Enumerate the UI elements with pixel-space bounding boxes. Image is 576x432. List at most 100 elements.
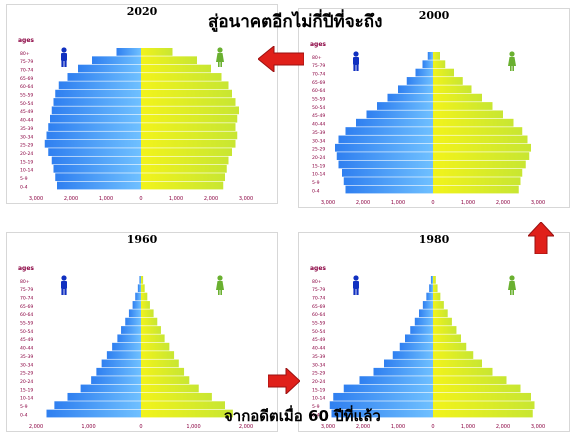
category-label: 5-9 (312, 404, 320, 410)
bar-male (78, 64, 141, 73)
bar-male (67, 392, 141, 401)
bar-female (141, 106, 239, 115)
arrow-left-icon (258, 46, 304, 72)
bar-male (406, 77, 433, 85)
arrow-right-icon (268, 368, 300, 394)
bar-female (141, 131, 238, 140)
bar-male (414, 317, 433, 326)
category-label: 5-9 (20, 176, 28, 182)
bar-male (415, 68, 433, 77)
bar-female (141, 64, 211, 73)
female-figure-icon (216, 275, 224, 295)
bar-male (53, 98, 141, 106)
bar-female (433, 384, 521, 393)
bar-female (433, 68, 454, 77)
category-label: 0-4 (312, 412, 320, 418)
x-tick-label: 1,000 (461, 424, 475, 430)
category-label: 15-19 (20, 387, 33, 393)
pyramid-1960: 1960 ages 0-4 5-9 10-14 15-19 20-24 25-29 30-34… (6, 232, 278, 432)
category-label: 20-24 (20, 151, 33, 157)
bar-male (387, 93, 433, 102)
category-label: 10-14 (312, 396, 325, 402)
category-label: 45-49 (20, 337, 33, 343)
bar-female (141, 292, 148, 301)
x-tick-label: 2,000 (64, 196, 78, 202)
bar-male (333, 392, 433, 401)
category-label: 70-74 (312, 295, 325, 301)
bar-female (141, 351, 175, 359)
pyramid-2020: 2020 ages 0-4 5-9 10-14 15-19 20-24 25-29 30-34… (6, 4, 278, 204)
x-tick-label: 1,000 (391, 424, 405, 430)
pyramid-svg: ages 0-4 5-9 10-14 15-19 20-24 25-29 30-34 35-39… (310, 265, 545, 430)
x-tick-label: 3,000 (321, 200, 335, 206)
category-label: 0-4 (312, 188, 320, 194)
category-label: 40-44 (20, 346, 33, 352)
bar-male (335, 143, 433, 152)
bar-male (55, 173, 141, 182)
category-label: 50-54 (312, 329, 325, 335)
bar-male (51, 156, 141, 165)
bar-male (422, 60, 433, 69)
category-label: 80+ (312, 55, 322, 61)
bar-female (141, 401, 225, 410)
y-axis-label: ages (310, 41, 326, 48)
bar-female (433, 77, 463, 85)
category-label: 45-49 (20, 109, 33, 115)
x-tick-label: 2,000 (496, 424, 510, 430)
bar-male (132, 301, 141, 309)
bar-female (433, 185, 519, 194)
bar-male (336, 152, 433, 160)
bar-female (433, 143, 531, 152)
bar-male (430, 276, 433, 284)
bar-male (121, 326, 141, 334)
category-label: 60-64 (20, 312, 33, 318)
x-tick-label: 1,000 (186, 424, 200, 430)
bar-male (384, 359, 433, 368)
category-label: 30-34 (312, 138, 325, 144)
bar-female (141, 367, 185, 376)
x-tick-label: 2,000 (239, 424, 253, 430)
category-label: 0-4 (20, 184, 28, 190)
bar-female (433, 118, 514, 127)
bar-male (116, 48, 141, 56)
bar-female (141, 284, 145, 293)
bar-female (433, 135, 528, 144)
bar-female (141, 392, 212, 401)
bar-female (433, 127, 523, 135)
bar-male (51, 106, 141, 115)
category-label: 65-69 (312, 304, 325, 310)
bar-female (433, 317, 452, 326)
future-caption: สู่อนาคตอีกไม่กี่ปีที่จะถึง (208, 12, 383, 32)
bar-male (359, 376, 433, 384)
past-caption: จากอดีตเมื่อ 60 ปีที่แล้ว (224, 407, 381, 425)
bar-male (112, 342, 141, 351)
bar-male (55, 89, 141, 98)
bar-female (141, 156, 229, 165)
x-tick-label: 3,000 (531, 200, 545, 206)
pyramid-svg: ages 0-4 5-9 10-14 15-19 20-24 25-29 30-34 35-39… (310, 41, 545, 206)
category-label: 30-34 (20, 134, 33, 140)
x-tick-label: 1,000 (99, 196, 113, 202)
bar-female (433, 309, 448, 318)
category-label: 60-64 (312, 312, 325, 318)
bar-male (405, 334, 433, 343)
arrow-up-icon (528, 222, 554, 254)
bar-male (345, 127, 433, 135)
male-figure-icon (353, 51, 359, 71)
x-tick-label: 0 (139, 424, 142, 430)
bar-male (117, 334, 141, 343)
bar-female (141, 376, 190, 384)
bar-male (92, 56, 141, 65)
category-label: 50-54 (312, 105, 325, 111)
category-label: 25-29 (312, 371, 325, 377)
bar-female (141, 56, 197, 65)
bar-male (101, 359, 141, 368)
bar-female (433, 392, 531, 401)
category-label: 30-34 (312, 362, 325, 368)
bar-male (377, 102, 433, 110)
bar-male (50, 114, 141, 123)
bar-male (392, 351, 433, 359)
bar-female (141, 181, 224, 190)
bar-female (141, 317, 158, 326)
category-label: 70-74 (20, 67, 33, 73)
